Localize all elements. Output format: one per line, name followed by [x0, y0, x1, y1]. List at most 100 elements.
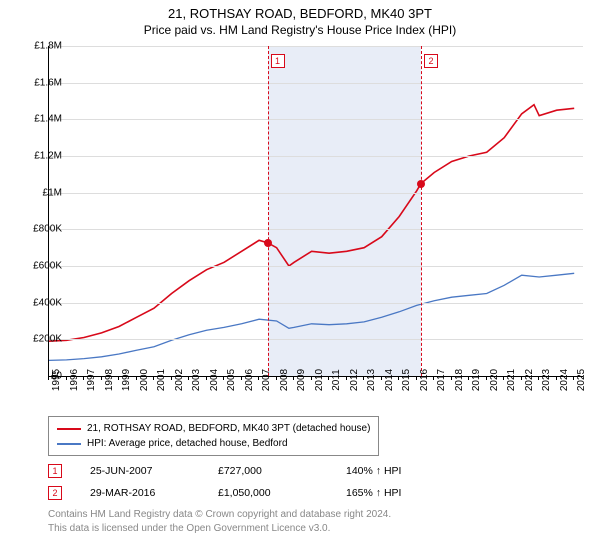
sale-vline — [421, 46, 422, 376]
chart-svg — [49, 46, 583, 376]
gridline — [49, 156, 583, 157]
sale-date: 29-MAR-2016 — [90, 487, 190, 499]
gridline — [49, 119, 583, 120]
x-tick-label: 1995 — [51, 369, 62, 391]
x-tick-mark — [433, 376, 434, 380]
gridline — [49, 229, 583, 230]
x-tick-label: 2013 — [366, 369, 377, 391]
x-tick-label: 2000 — [139, 369, 150, 391]
chart-container: 21, ROTHSAY ROAD, BEDFORD, MK40 3PT Pric… — [0, 0, 600, 560]
x-tick-mark — [223, 376, 224, 380]
x-tick-label: 2009 — [296, 369, 307, 391]
x-tick-mark — [101, 376, 102, 380]
y-tick-label: £200K — [33, 334, 62, 345]
footer-attribution: Contains HM Land Registry data © Crown c… — [48, 508, 391, 535]
sale-vline — [268, 46, 269, 376]
x-tick-label: 2001 — [156, 369, 167, 391]
x-tick-label: 2012 — [349, 369, 360, 391]
legend-label: HPI: Average price, detached house, Bedf… — [87, 436, 288, 451]
x-tick-mark — [241, 376, 242, 380]
sale-index-box: 1 — [48, 464, 62, 478]
x-tick-mark — [311, 376, 312, 380]
x-tick-mark — [83, 376, 84, 380]
x-tick-label: 1996 — [69, 369, 80, 391]
x-tick-mark — [66, 376, 67, 380]
x-tick-label: 2024 — [559, 369, 570, 391]
footer-line-1: Contains HM Land Registry data © Crown c… — [48, 508, 391, 522]
sale-date: 25-JUN-2007 — [90, 465, 190, 477]
chart-title: 21, ROTHSAY ROAD, BEDFORD, MK40 3PT — [0, 0, 600, 23]
x-tick-label: 2017 — [436, 369, 447, 391]
x-tick-label: 2005 — [226, 369, 237, 391]
sale-marker-label: 1 — [271, 54, 285, 68]
x-tick-mark — [468, 376, 469, 380]
sale-price: £1,050,000 — [218, 487, 318, 499]
x-tick-label: 2022 — [524, 369, 535, 391]
gridline — [49, 303, 583, 304]
x-tick-mark — [416, 376, 417, 380]
x-tick-mark — [118, 376, 119, 380]
x-tick-mark — [381, 376, 382, 380]
x-tick-mark — [188, 376, 189, 380]
y-tick-label: £1.2M — [34, 151, 62, 162]
x-tick-mark — [398, 376, 399, 380]
legend-swatch — [57, 443, 81, 445]
chart-subtitle: Price paid vs. HM Land Registry's House … — [0, 23, 600, 41]
sale-marker-dot — [264, 239, 272, 247]
x-tick-mark — [293, 376, 294, 380]
gridline — [49, 266, 583, 267]
x-tick-label: 2010 — [314, 369, 325, 391]
legend-box: 21, ROTHSAY ROAD, BEDFORD, MK40 3PT (det… — [48, 416, 379, 456]
x-tick-label: 2018 — [454, 369, 465, 391]
x-tick-label: 2004 — [209, 369, 220, 391]
x-tick-mark — [521, 376, 522, 380]
x-tick-mark — [258, 376, 259, 380]
sale-row: 2 29-MAR-2016 £1,050,000 165% ↑ HPI — [48, 482, 446, 504]
sales-table: 1 25-JUN-2007 £727,000 140% ↑ HPI 2 29-MAR-20… — [48, 460, 446, 504]
sale-row: 1 25-JUN-2007 £727,000 140% ↑ HPI — [48, 460, 446, 482]
legend-item: 21, ROTHSAY ROAD, BEDFORD, MK40 3PT (det… — [57, 421, 370, 436]
legend-item: HPI: Average price, detached house, Bedf… — [57, 436, 370, 451]
x-tick-mark — [538, 376, 539, 380]
gridline — [49, 193, 583, 194]
x-tick-label: 2007 — [261, 369, 272, 391]
x-tick-mark — [346, 376, 347, 380]
x-tick-mark — [153, 376, 154, 380]
y-tick-label: £1.8M — [34, 41, 62, 52]
x-tick-mark — [328, 376, 329, 380]
sale-price: £727,000 — [218, 465, 318, 477]
x-tick-mark — [503, 376, 504, 380]
sale-marker-dot — [417, 180, 425, 188]
y-tick-label: £1.4M — [34, 114, 62, 125]
x-tick-label: 1999 — [121, 369, 132, 391]
y-tick-label: £1.6M — [34, 77, 62, 88]
y-tick-label: £600K — [33, 261, 62, 272]
series-price_paid — [49, 105, 574, 342]
x-tick-mark — [136, 376, 137, 380]
gridline — [49, 46, 583, 47]
x-tick-label: 2019 — [471, 369, 482, 391]
x-tick-label: 2021 — [506, 369, 517, 391]
x-tick-mark — [206, 376, 207, 380]
plot-area: 12 — [48, 46, 583, 377]
x-tick-mark — [556, 376, 557, 380]
sale-hpi: 140% ↑ HPI — [346, 465, 446, 477]
gridline — [49, 83, 583, 84]
x-tick-label: 2023 — [541, 369, 552, 391]
x-tick-label: 1998 — [104, 369, 115, 391]
y-tick-label: £1M — [43, 187, 62, 198]
sale-index-box: 2 — [48, 486, 62, 500]
x-tick-mark — [486, 376, 487, 380]
legend-swatch — [57, 428, 81, 430]
x-tick-label: 2014 — [384, 369, 395, 391]
x-tick-label: 1997 — [86, 369, 97, 391]
x-tick-label: 2025 — [576, 369, 587, 391]
x-tick-label: 2015 — [401, 369, 412, 391]
x-tick-label: 2002 — [174, 369, 185, 391]
x-tick-mark — [451, 376, 452, 380]
sale-marker-label: 2 — [424, 54, 438, 68]
y-tick-label: £400K — [33, 297, 62, 308]
sale-hpi: 165% ↑ HPI — [346, 487, 446, 499]
footer-line-2: This data is licensed under the Open Gov… — [48, 522, 391, 536]
x-tick-mark — [276, 376, 277, 380]
